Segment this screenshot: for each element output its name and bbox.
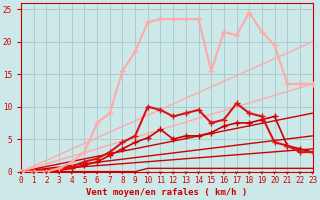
X-axis label: Vent moyen/en rafales ( km/h ): Vent moyen/en rafales ( km/h ) <box>86 188 247 197</box>
